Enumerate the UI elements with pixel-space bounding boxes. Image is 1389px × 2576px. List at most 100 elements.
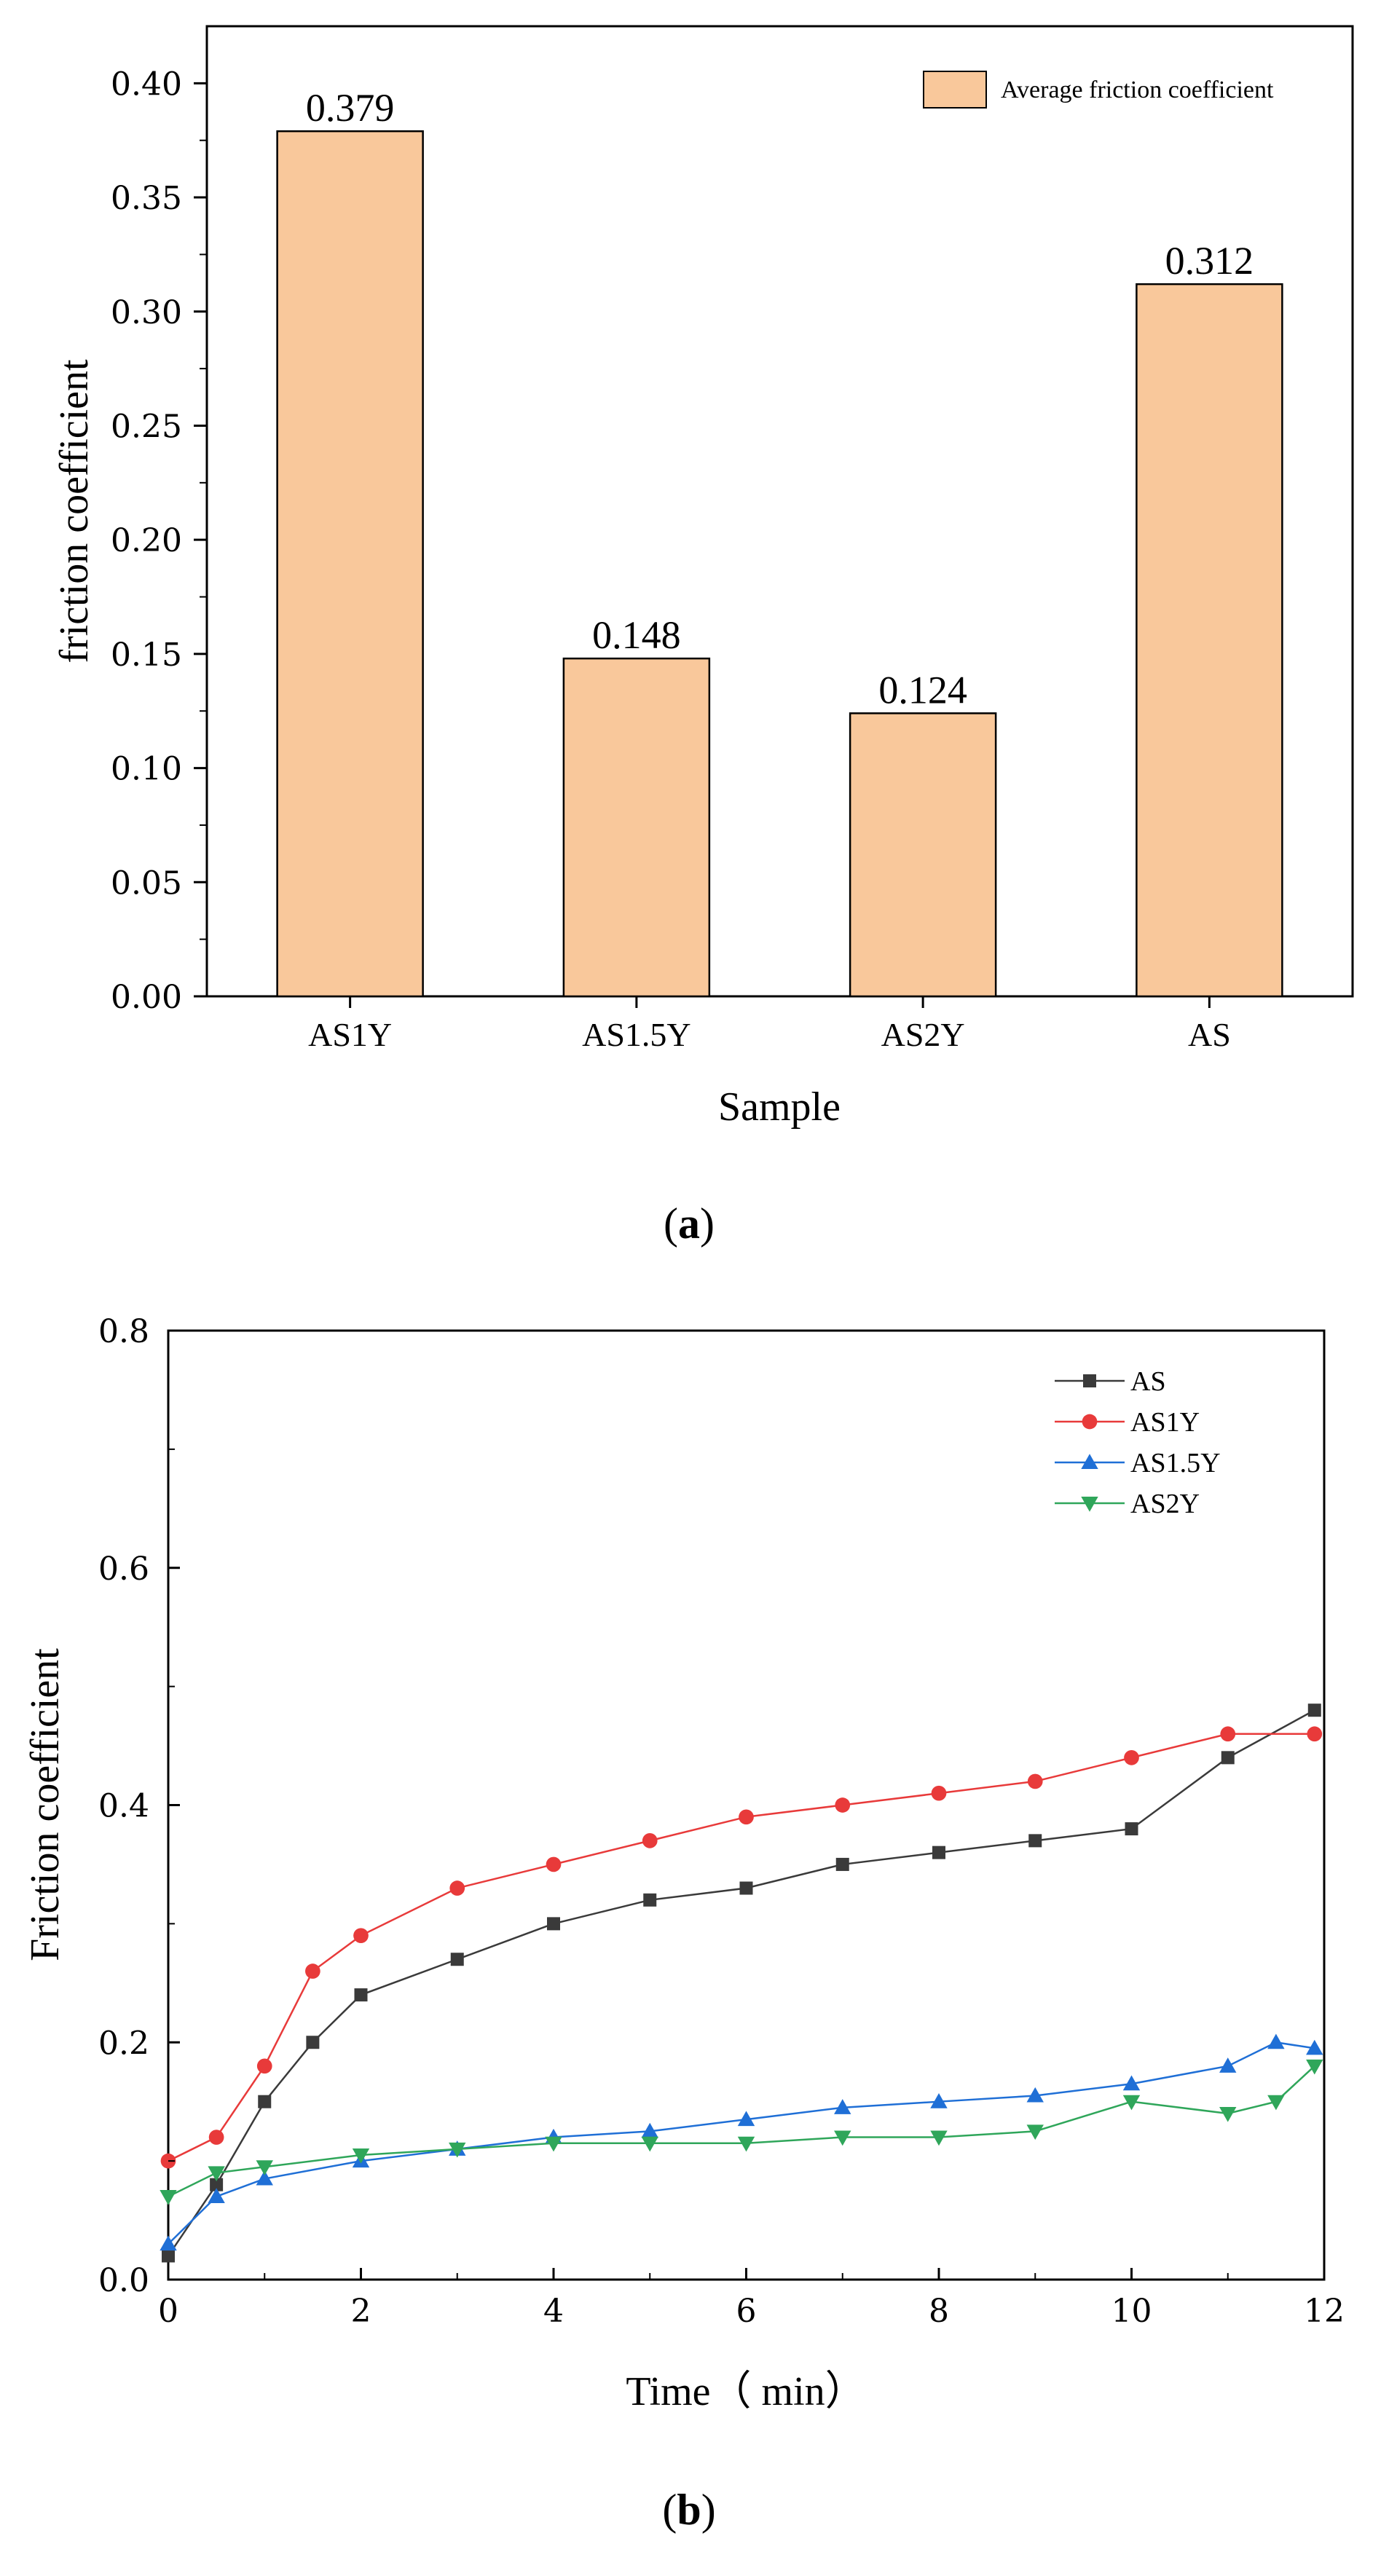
- data-point-AS1Y: [353, 1928, 369, 1944]
- legend-a: Average friction coefficient: [923, 71, 1274, 109]
- series-AS2Y: [160, 2059, 1323, 2205]
- y-tick-label-b: 0.6: [98, 1551, 149, 1588]
- data-point-AS1.5Y: [208, 2188, 225, 2203]
- data-point-AS: [1028, 1834, 1042, 1848]
- y-axis-label-b: Friction coefficient: [23, 1648, 68, 1961]
- x-axis-label-b: Time（ min）: [626, 2369, 865, 2414]
- series-line-AS1Y: [168, 1733, 1315, 2162]
- data-point-AS1Y: [208, 2130, 224, 2145]
- x-tick-label-AS1.5Y: AS1.5Y: [582, 1016, 691, 1053]
- data-point-AS2Y: [1306, 2059, 1323, 2075]
- data-point-AS1Y: [642, 1833, 658, 1848]
- data-point-AS1.5Y: [1267, 2033, 1285, 2049]
- data-point-AS: [739, 1881, 753, 1895]
- legend-marker-AS1Y: [1082, 1414, 1098, 1430]
- data-point-AS1Y: [931, 1785, 947, 1801]
- y-tick-label-b: 0.4: [98, 1788, 149, 1825]
- y-tick-label-b: 0.2: [98, 2025, 149, 2062]
- data-point-AS1Y: [1307, 1726, 1323, 1742]
- data-point-AS1Y: [256, 2058, 272, 2074]
- data-point-AS1.5Y: [834, 2099, 851, 2114]
- x-tick-label-b: 12: [1304, 2293, 1345, 2330]
- data-point-AS: [210, 2178, 224, 2191]
- data-point-AS1Y: [835, 1797, 851, 1813]
- legend-marker-AS2Y: [1081, 1497, 1098, 1512]
- y-tick-label-b: 0.0: [98, 2262, 149, 2299]
- plot-frame-a: [205, 25, 1354, 998]
- data-label-AS1Y: 0.379: [306, 86, 395, 130]
- bar-AS: [1136, 283, 1283, 998]
- data-point-AS2Y: [208, 2166, 225, 2182]
- data-point-AS: [1307, 1703, 1321, 1717]
- data-point-AS: [258, 2095, 272, 2108]
- x-tick-label-b: 2: [351, 2293, 371, 2330]
- x-tick-label-b: 8: [929, 2293, 949, 2330]
- data-point-AS: [835, 1857, 849, 1871]
- data-point-AS: [354, 1988, 368, 2002]
- legend-label-AS1.5Y: AS1.5Y: [1130, 1448, 1221, 1478]
- data-point-AS1.5Y: [1306, 2039, 1323, 2055]
- data-point-AS: [643, 1893, 657, 1907]
- data-point-AS2Y: [641, 2136, 658, 2152]
- data-point-AS1.5Y: [1219, 2057, 1237, 2073]
- bar-AS2Y: [849, 712, 997, 998]
- legend-label-average: Average friction coefficient: [1001, 76, 1274, 103]
- data-point-AS2Y: [1026, 2124, 1044, 2140]
- x-tick-label-AS: AS: [1188, 1016, 1231, 1053]
- data-label-AS: 0.312: [1165, 239, 1254, 283]
- data-point-AS2Y: [834, 2130, 851, 2146]
- x-tick-label-b: 0: [158, 2293, 178, 2330]
- data-point-AS1.5Y: [160, 2235, 177, 2251]
- data-point-AS1.5Y: [930, 2092, 948, 2108]
- data-label-AS1.5Y: 0.148: [592, 613, 681, 657]
- legend-b: AS AS1Y AS1.5Y AS2Y: [1055, 1366, 1221, 1519]
- data-point-AS: [547, 1917, 560, 1931]
- data-point-AS2Y: [449, 2142, 466, 2158]
- y-tick-label-a: 0.40: [111, 66, 182, 103]
- y-tick-label-a: 0.25: [111, 408, 182, 445]
- panel-a-bar-chart: 0.00 0.05 0.10 0.15 0.20 0.25 0.30 0.35 0.40 0.3…: [52, 25, 1354, 1248]
- data-point-AS: [1125, 1822, 1138, 1836]
- data-label-AS2Y: 0.124: [878, 668, 967, 712]
- data-point-AS1Y: [449, 1880, 465, 1896]
- y-tick-label-a: 0.35: [111, 180, 182, 217]
- series-AS: [162, 1703, 1321, 2263]
- data-point-AS1.5Y: [1026, 2087, 1044, 2103]
- data-point-AS2Y: [1267, 2095, 1285, 2111]
- x-tick-label-b: 6: [736, 2293, 757, 2330]
- legend-marker-AS: [1083, 1374, 1096, 1387]
- data-point-AS1Y: [1124, 1750, 1139, 1765]
- data-point-AS2Y: [256, 2160, 273, 2175]
- x-tick-label-b: 4: [543, 2293, 564, 2330]
- data-point-AS: [162, 2249, 175, 2263]
- data-point-AS2Y: [1122, 2095, 1141, 2111]
- y-axis-label-a: friction coefficient: [52, 359, 97, 663]
- data-point-AS1Y: [305, 1963, 320, 1979]
- y-tick-label-a: 0.10: [111, 751, 182, 788]
- x-tick-label-AS2Y: AS2Y: [881, 1016, 965, 1053]
- caption-a: (a): [664, 1200, 715, 1248]
- data-point-AS2Y: [1219, 2106, 1237, 2122]
- data-point-AS: [932, 1846, 945, 1859]
- caption-b: (b): [662, 2486, 715, 2534]
- legend-label-AS: AS: [1130, 1366, 1166, 1397]
- legend-label-AS2Y: AS2Y: [1130, 1489, 1200, 1519]
- bar-AS1.5Y: [562, 657, 711, 998]
- data-point-AS1Y: [1220, 1726, 1236, 1742]
- data-point-AS: [306, 2036, 320, 2049]
- data-point-AS1.5Y: [641, 2122, 658, 2138]
- x-axis-label-a: Sample: [718, 1084, 841, 1130]
- data-point-AS: [1221, 1751, 1235, 1765]
- data-point-AS: [450, 1953, 464, 1966]
- series-AS1Y: [160, 1726, 1323, 2169]
- y-tick-label-a: 0.00: [111, 979, 182, 1016]
- data-point-AS1.5Y: [737, 2111, 755, 2127]
- data-point-AS1.5Y: [256, 2170, 273, 2186]
- legend-swatch-average: [923, 71, 987, 109]
- y-tick-label-b: 0.8: [98, 1313, 149, 1350]
- data-point-AS2Y: [930, 2130, 948, 2146]
- x-tick-label-AS1Y: AS1Y: [308, 1016, 392, 1053]
- y-tick-label-a: 0.05: [111, 864, 182, 902]
- data-point-AS1Y: [546, 1856, 562, 1872]
